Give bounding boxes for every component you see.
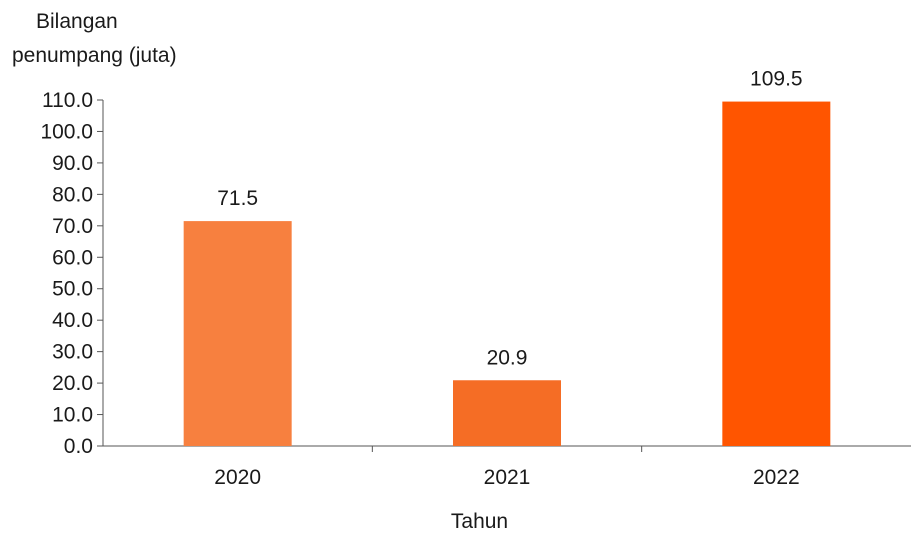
- y-tick-label: 90.0: [52, 152, 93, 175]
- data-label-2021: 20.9: [487, 346, 528, 369]
- y-tick-label: 50.0: [52, 278, 93, 301]
- x-axis-title: Tahun: [450, 510, 509, 533]
- y-tick-label: 0.0: [64, 435, 93, 458]
- x-tick-label-2022: 2022: [753, 466, 800, 489]
- y-tick-label: 10.0: [52, 404, 93, 427]
- y-tick-label: 60.0: [52, 246, 93, 269]
- bar-2020: [183, 221, 292, 446]
- y-tick-label: 70.0: [52, 215, 93, 238]
- y-tick-label: 40.0: [52, 309, 93, 332]
- data-label-2020: 71.5: [217, 187, 258, 210]
- x-tick-label-2020: 2020: [214, 466, 261, 489]
- y-axis-title-line-1: Bilangan: [36, 10, 118, 33]
- bar-2022: [722, 101, 831, 446]
- data-label-2022: 109.5: [750, 68, 803, 91]
- y-axis-title-line-2: penumpang (juta): [12, 44, 177, 67]
- y-tick-label: 110.0: [42, 89, 93, 112]
- y-tick-label: 30.0: [52, 341, 93, 364]
- y-tick-label: 100.0: [40, 120, 93, 143]
- x-tick-label-2021: 2021: [484, 466, 531, 489]
- y-tick-label: 80.0: [52, 183, 93, 206]
- bar-2021: [453, 380, 561, 446]
- y-tick-label: 20.0: [52, 372, 93, 395]
